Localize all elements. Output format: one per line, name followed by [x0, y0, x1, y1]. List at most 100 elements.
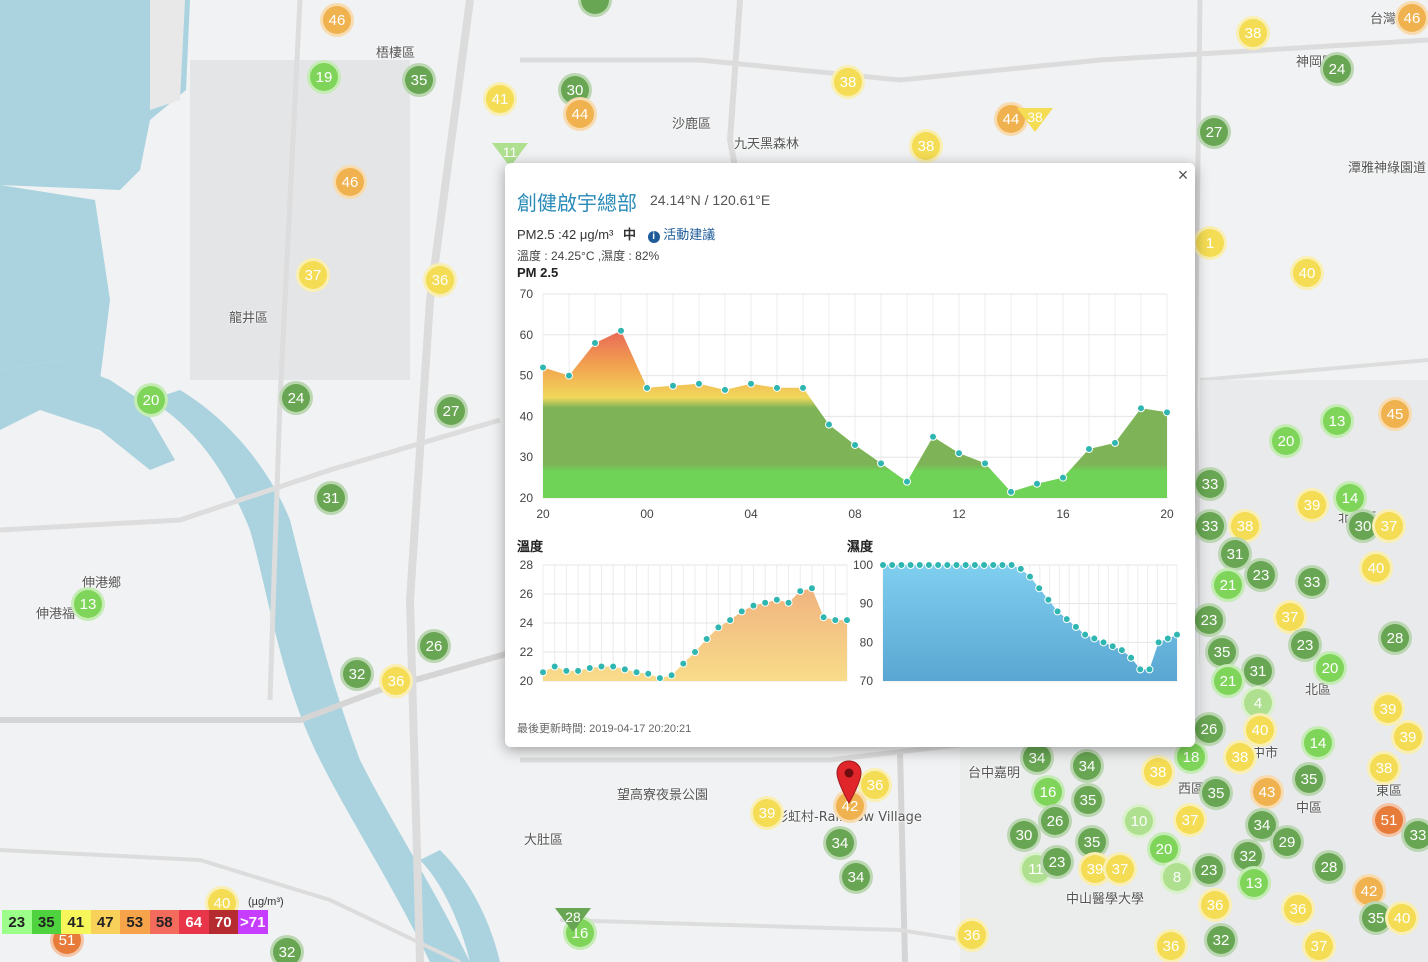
x-tick-label: 20 [536, 507, 550, 521]
station-marker[interactable]: 44 [563, 97, 597, 131]
station-marker[interactable]: 26 [1038, 804, 1072, 838]
station-marker[interactable]: 37 [1173, 803, 1207, 837]
station-marker[interactable]: 37 [1103, 852, 1137, 886]
station-triangle-marker[interactable]: 11 [492, 143, 528, 169]
station-marker[interactable]: 23 [1244, 558, 1278, 592]
station-marker[interactable]: 35 [1292, 762, 1326, 796]
station-marker[interactable]: 39 [1371, 692, 1405, 726]
station-marker[interactable]: 32 [270, 935, 304, 962]
station-marker[interactable]: 28 [1312, 850, 1346, 884]
data-point [897, 561, 906, 569]
station-marker[interactable]: 29 [1270, 825, 1304, 859]
station-marker[interactable]: 20 [134, 383, 168, 417]
station-marker[interactable]: 20 [1313, 651, 1347, 685]
pm-chart-title: PM 2.5 [517, 265, 559, 280]
station-marker[interactable]: 31 [314, 481, 348, 515]
station-marker[interactable]: 36 [858, 768, 892, 802]
advice-link[interactable]: i 活動建議 [647, 227, 715, 243]
station-marker[interactable]: 35 [402, 63, 436, 97]
station-marker[interactable]: 37 [296, 258, 330, 292]
station-marker[interactable]: 27 [434, 394, 468, 428]
station-marker[interactable]: 39 [1295, 488, 1329, 522]
data-point [667, 671, 676, 680]
station-marker[interactable]: 41 [483, 82, 517, 116]
station-marker[interactable]: 13 [1320, 404, 1354, 438]
station-marker[interactable]: 38 [1367, 751, 1401, 785]
station-marker[interactable]: 34 [839, 860, 873, 894]
station-marker[interactable]: 34 [823, 826, 857, 860]
selected-location-pin-icon[interactable] [836, 760, 862, 804]
station-marker[interactable]: 40 [1243, 713, 1277, 747]
station-marker[interactable]: 20 [1269, 424, 1303, 458]
station-marker[interactable]: 36 [955, 918, 989, 952]
data-point [1007, 561, 1016, 569]
station-marker[interactable]: 33 [1295, 565, 1329, 599]
station-marker[interactable]: 35 [1199, 776, 1233, 810]
station-marker[interactable]: 38 [909, 129, 943, 163]
station-marker[interactable]: 32 [340, 657, 374, 691]
station-marker[interactable]: 37 [1302, 929, 1336, 962]
station-triangle-marker[interactable]: 38 [1017, 108, 1053, 134]
data-point [955, 449, 963, 458]
station-marker[interactable]: 26 [417, 629, 451, 663]
station-marker[interactable]: 33 [1401, 818, 1428, 852]
station-marker[interactable]: 23 [1288, 628, 1322, 662]
station-marker[interactable]: 36 [423, 263, 457, 297]
station-marker[interactable]: 42 [833, 789, 867, 823]
data-point [1163, 634, 1172, 643]
close-icon[interactable]: × [1177, 165, 1189, 185]
data-point [1154, 638, 1163, 647]
station-marker[interactable]: 36 [1281, 892, 1315, 926]
station-marker[interactable]: 40 [1385, 901, 1419, 935]
station-marker[interactable]: 34 [1070, 749, 1104, 783]
station-marker[interactable]: 46 [1395, 1, 1428, 35]
station-marker[interactable]: 23 [1040, 845, 1074, 879]
station-marker[interactable]: 36 [1198, 888, 1232, 922]
station-marker[interactable]: 36 [1154, 929, 1188, 962]
station-marker[interactable]: 46 [320, 3, 354, 37]
triangle-icon [555, 908, 591, 932]
station-marker[interactable]: 21 [1211, 664, 1245, 698]
station-marker[interactable]: 33 [1193, 467, 1227, 501]
station-marker[interactable]: 35 [1071, 783, 1105, 817]
station-marker[interactable]: 21 [1211, 568, 1245, 602]
station-marker[interactable]: 8 [1160, 860, 1194, 894]
station-marker[interactable]: 40 [1290, 256, 1324, 290]
station-marker[interactable]: 36 [379, 664, 413, 698]
station-marker[interactable]: 38 [1141, 755, 1175, 789]
station-marker[interactable]: 23 [1192, 603, 1226, 637]
station-marker[interactable]: 23 [1192, 853, 1226, 887]
station-marker[interactable]: 30 [1007, 818, 1041, 852]
station-marker[interactable]: 13 [1237, 866, 1271, 900]
station-marker[interactable]: 19 [307, 60, 341, 94]
data-point [617, 326, 625, 335]
station-marker[interactable]: 24 [1320, 52, 1354, 86]
map-place-label: 中區 [1296, 801, 1323, 816]
station-marker[interactable]: 38 [1223, 740, 1257, 774]
station-marker[interactable]: 45 [1378, 397, 1412, 431]
station-marker[interactable]: 32 [1204, 923, 1238, 957]
station-marker[interactable]: 13 [71, 587, 105, 621]
legend-level: 58 [149, 910, 179, 934]
station-marker[interactable]: 51 [1372, 803, 1406, 837]
station-marker[interactable]: 39 [1391, 720, 1425, 754]
station-marker[interactable]: 27 [1197, 115, 1231, 149]
station-marker[interactable]: 10 [1122, 804, 1156, 838]
station-marker[interactable]: 37 [1372, 509, 1406, 543]
station-marker[interactable]: 28 [1378, 621, 1412, 655]
station-marker[interactable]: 31 [1241, 654, 1275, 688]
station-marker[interactable]: 39 [750, 796, 784, 830]
station-marker[interactable]: 43 [1250, 775, 1284, 809]
data-point [702, 634, 711, 643]
station-marker[interactable]: 38 [831, 65, 865, 99]
station-marker[interactable]: 33 [1193, 509, 1227, 543]
station-triangle-marker[interactable]: 28 [555, 908, 591, 934]
station-marker[interactable]: 40 [1359, 551, 1393, 585]
station-marker[interactable]: 1 [1193, 226, 1227, 260]
station-marker[interactable]: 14 [1301, 726, 1335, 760]
station-marker[interactable]: 11 [1019, 852, 1053, 886]
station-marker[interactable]: 38 [1236, 16, 1270, 50]
station-marker[interactable]: 24 [279, 381, 313, 415]
station-marker[interactable]: 46 [333, 165, 367, 199]
station-marker[interactable]: 34 [1245, 808, 1279, 842]
